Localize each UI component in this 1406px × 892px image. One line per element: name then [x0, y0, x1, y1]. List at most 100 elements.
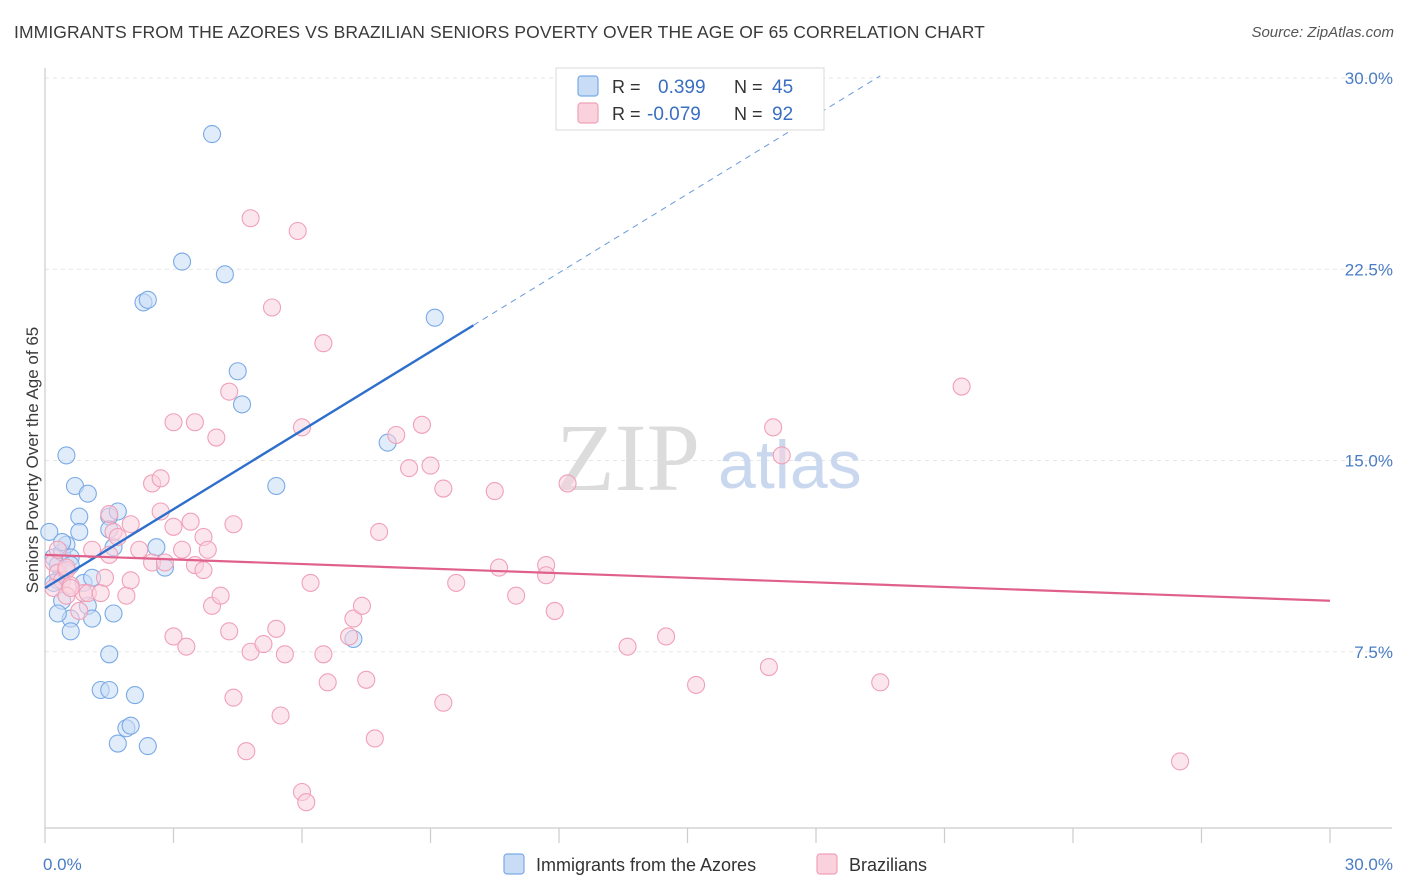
x-tick-label: 0.0% — [43, 855, 82, 874]
legend-bottom-label-azores: Immigrants from the Azores — [536, 855, 756, 875]
legend-n-label-brazilians: N = — [734, 104, 763, 124]
data-point-brazilians — [352, 596, 372, 615]
y-tick-labels: 7.5% 15.0% 22.5% 30.0% — [1345, 69, 1393, 662]
gridlines — [45, 77, 1392, 653]
data-point-brazilians — [365, 729, 384, 748]
data-point-brazilians — [297, 793, 316, 812]
chart-title: IMMIGRANTS FROM THE AZORES VS BRAZILIAN … — [14, 22, 985, 42]
watermark-atlas: atlas — [718, 427, 862, 503]
data-point-brazilians — [207, 428, 226, 447]
x-tick-labels: 0.0% 30.0% — [43, 855, 1393, 874]
data-point-brazilians — [194, 561, 213, 580]
legend-r-label-azores: R = — [612, 77, 641, 97]
data-point-brazilians — [412, 415, 431, 434]
data-point-azores — [125, 686, 144, 705]
trend-line-azores — [44, 324, 474, 590]
data-point-brazilians — [262, 298, 282, 317]
data-point-brazilians — [151, 469, 170, 488]
legend-n-label-azores: N = — [734, 77, 763, 97]
data-point-brazilians — [164, 517, 183, 536]
data-point-brazilians — [400, 459, 419, 478]
y-tick-label: 30.0% — [1345, 69, 1393, 88]
data-point-azores — [48, 604, 67, 623]
data-point-brazilians — [759, 657, 778, 677]
data-point-brazilians — [618, 637, 637, 656]
data-point-brazilians — [537, 566, 556, 585]
data-point-brazilians — [370, 522, 389, 541]
data-point-brazilians — [198, 540, 217, 559]
data-point-brazilians — [220, 622, 239, 641]
data-point-brazilians — [489, 558, 509, 577]
data-point-azores — [100, 680, 119, 700]
data-point-brazilians — [434, 693, 453, 712]
data-point-azores — [70, 507, 89, 526]
data-point-brazilians — [545, 601, 564, 621]
y-tick-label: 7.5% — [1354, 643, 1393, 662]
data-point-brazilians — [314, 334, 333, 353]
data-point-brazilians — [241, 209, 260, 228]
data-point-azores — [215, 265, 234, 284]
data-point-brazilians — [181, 512, 200, 531]
data-point-brazilians — [314, 645, 333, 664]
legend-series: Immigrants from the Azores Brazilians — [503, 853, 927, 875]
legend-bottom-label-brazilians: Brazilians — [849, 855, 927, 875]
data-point-brazilians — [130, 540, 149, 559]
legend-bottom-swatch-brazilians — [816, 853, 838, 875]
data-point-brazilians — [121, 515, 140, 534]
data-point-brazilians — [48, 540, 67, 559]
y-tick-label: 15.0% — [1345, 452, 1393, 471]
data-point-azores — [121, 716, 140, 735]
data-point-brazilians — [173, 540, 192, 559]
data-point-brazilians — [318, 673, 337, 692]
data-point-azores — [138, 737, 157, 756]
y-tick-label: 22.5% — [1345, 260, 1393, 279]
data-point-brazilians — [952, 377, 971, 396]
data-point-brazilians — [772, 446, 791, 465]
data-point-brazilians — [117, 586, 136, 605]
data-point-brazilians — [357, 670, 376, 689]
data-point-brazilians — [387, 425, 406, 445]
data-point-brazilians — [121, 571, 140, 590]
data-point-brazilians — [220, 382, 239, 401]
data-point-brazilians — [558, 474, 577, 493]
legend-n-value-brazilians: 92 — [772, 104, 793, 125]
legend-r-label-brazilians: R = — [612, 104, 641, 124]
legend-swatch-brazilians — [577, 102, 599, 124]
legend-n-value-azores: 45 — [772, 77, 793, 98]
data-point-brazilians — [237, 742, 256, 761]
data-point-brazilians — [421, 456, 440, 475]
trend-line-brazilians — [44, 553, 1331, 602]
data-point-azores — [40, 522, 59, 541]
data-point-brazilians — [70, 601, 89, 621]
watermark: ZIP atlas — [556, 404, 862, 511]
data-point-brazilians — [100, 504, 119, 524]
data-point-brazilians — [301, 573, 320, 592]
data-point-azores — [232, 395, 252, 414]
data-point-brazilians — [224, 515, 243, 534]
data-point-brazilians — [340, 627, 359, 646]
data-point-azores — [267, 476, 286, 496]
legend-bottom-swatch-azores — [503, 853, 525, 875]
data-point-azores — [78, 484, 97, 503]
data-point-brazilians — [61, 578, 80, 598]
data-point-azores — [108, 734, 127, 753]
data-point-brazilians — [271, 706, 290, 725]
legend-r-value-brazilians: -0.079 — [647, 104, 701, 125]
data-point-brazilians — [224, 688, 243, 707]
data-point-brazilians — [687, 675, 706, 694]
data-point-azores — [203, 125, 222, 144]
data-point-brazilians — [1171, 752, 1190, 771]
axes — [44, 68, 1392, 843]
data-point-azores — [57, 446, 76, 465]
legend-swatch-azores — [577, 75, 599, 97]
data-point-azores — [147, 538, 166, 557]
data-point-brazilians — [155, 553, 174, 572]
source-credit: Source: ZipAtlas.com — [1251, 24, 1394, 41]
y-axis-label: Seniors Poverty Over the Age of 65 — [23, 327, 42, 593]
legend-r-value-azores: 0.399 — [658, 77, 706, 98]
data-point-brazilians — [434, 479, 453, 498]
data-point-azores — [100, 645, 119, 664]
legend-stats: R = 0.399 N = 45 R = -0.079 N = 92 — [555, 67, 825, 131]
data-point-brazilians — [485, 482, 504, 501]
